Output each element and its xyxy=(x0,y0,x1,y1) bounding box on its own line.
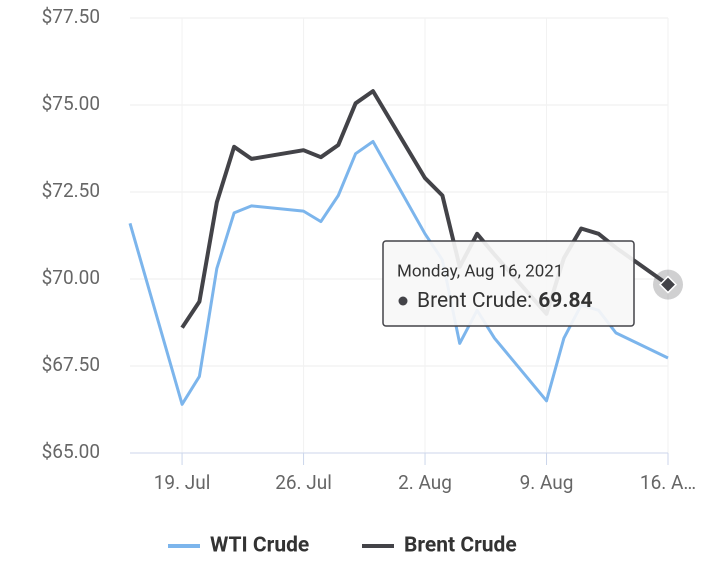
x-tick-label: 26. Jul xyxy=(275,471,332,494)
legend-label[interactable]: Brent Crude xyxy=(404,534,517,558)
series-line xyxy=(180,89,670,329)
y-tick-label: $70.00 xyxy=(42,266,100,289)
tooltip: Monday, Aug 16, 2021 Brent Crude: 69.84 xyxy=(382,240,635,327)
tooltip-label: Brent Crude: xyxy=(417,289,532,313)
tooltip-title: Monday, Aug 16, 2021 xyxy=(397,261,563,281)
y-tick-label: $72.50 xyxy=(42,179,100,202)
tooltip-value: 69.84 xyxy=(538,289,592,313)
tooltip-box xyxy=(382,240,635,327)
x-tick-label: 2. Aug xyxy=(398,471,452,494)
x-tick-label: 16. A… xyxy=(640,471,696,494)
legend-label[interactable]: WTI Crude xyxy=(210,534,309,558)
tooltip-dot xyxy=(398,296,408,306)
y-tick-label: $75.00 xyxy=(42,92,100,115)
y-tick-label: $67.50 xyxy=(42,353,100,376)
y-tick-label: $65.00 xyxy=(42,440,100,463)
x-tick-label: 19. Jul xyxy=(154,471,211,494)
tooltip-text: Brent Crude: 69.84 xyxy=(417,289,593,313)
y-tick-label: $77.50 xyxy=(42,5,100,28)
hover-point xyxy=(658,275,678,294)
x-tick-label: 9. Aug xyxy=(520,471,574,494)
